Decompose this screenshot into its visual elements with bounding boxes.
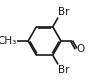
Text: O: O: [77, 44, 85, 54]
Text: CH₃: CH₃: [0, 36, 17, 46]
Text: Br: Br: [58, 65, 70, 75]
Text: Br: Br: [58, 7, 70, 17]
